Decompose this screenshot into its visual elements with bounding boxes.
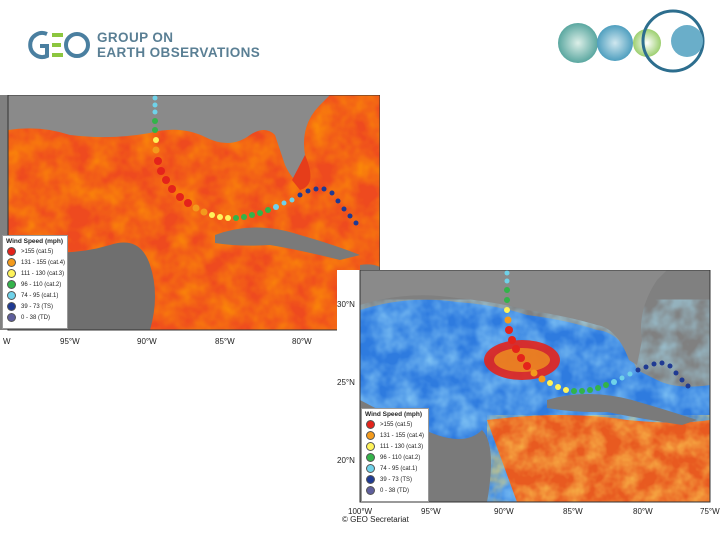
circle-1 <box>558 23 598 63</box>
map2-legend: Wind Speed (mph) >155 (cat.5) 131 - 155 … <box>361 408 429 502</box>
map2-image <box>359 270 711 503</box>
legend-label: >155 (cat.5) <box>380 421 413 428</box>
legend-swatch <box>366 420 375 429</box>
legend-swatch <box>366 442 375 451</box>
map2-x-tick: 80°W <box>633 507 653 516</box>
decorative-circles-graphic <box>558 9 705 73</box>
legend-label: 39 - 73 (TS) <box>380 476 413 483</box>
legend-swatch <box>7 280 16 289</box>
map2-y-tick: 30°N <box>337 300 355 309</box>
legend-swatch <box>7 269 16 278</box>
legend-swatch <box>366 464 375 473</box>
map1-image <box>0 95 380 331</box>
circle-4 <box>671 25 703 57</box>
legend-label: 131 - 155 (cat.4) <box>380 432 425 439</box>
legend-label: 0 - 38 (TD) <box>21 314 51 321</box>
legend-title: Wind Speed (mph) <box>365 411 422 418</box>
hurricane-track-1 <box>152 95 359 226</box>
legend-label: 111 - 130 (cat.3) <box>21 270 65 277</box>
legend-item: 0 - 38 (TD) <box>3 312 67 323</box>
org-name-line2: EARTH OBSERVATIONS <box>97 45 261 60</box>
map1-legend: Wind Speed (mph) >155 (cat.5) 131 - 155 … <box>2 235 68 329</box>
map1-x-tick: 95°W <box>60 337 80 346</box>
hurricane-track-2 <box>504 270 691 394</box>
legend-label: 96 - 110 (cat.2) <box>21 281 62 288</box>
legend-swatch <box>7 247 16 256</box>
legend-item: >155 (cat.5) <box>3 246 67 257</box>
map1-x-tick: 80°W <box>292 337 312 346</box>
legend-item: 39 - 73 (TS) <box>362 474 428 485</box>
legend-label: 74 - 95 (cat.1) <box>21 292 59 299</box>
map2-x-tick: 90°W <box>494 507 514 516</box>
org-name-line1: GROUP ON <box>97 30 174 45</box>
map2-x-tick: 85°W <box>563 507 583 516</box>
map1-x-tick: 90°W <box>137 337 157 346</box>
legend-item: 39 - 73 (TS) <box>3 301 67 312</box>
legend-item: 96 - 110 (cat.2) <box>362 452 428 463</box>
geo-logo: GROUP ON EARTH OBSERVATIONS <box>25 25 260 65</box>
legend-swatch <box>366 453 375 462</box>
map2-x-tick: 95°W <box>421 507 441 516</box>
wind-speed-map-2: 30°N 25°N 20°N 100°W 95°W 90°W 85°W 80°W… <box>337 270 720 528</box>
legend-label: 39 - 73 (TS) <box>21 303 54 310</box>
map1-x-tick: W <box>3 337 11 346</box>
geo-logo-mark <box>28 31 90 59</box>
map2-x-tick: 75°W <box>700 507 720 516</box>
legend-item: >155 (cat.5) <box>362 419 428 430</box>
legend-label: 74 - 95 (cat.1) <box>380 465 418 472</box>
legend-item: 74 - 95 (cat.1) <box>3 290 67 301</box>
legend-item: 131 - 155 (cat.4) <box>3 257 67 268</box>
legend-item: 96 - 110 (cat.2) <box>3 279 67 290</box>
legend-swatch <box>366 486 375 495</box>
legend-item: 74 - 95 (cat.1) <box>362 463 428 474</box>
legend-swatch <box>366 475 375 484</box>
legend-swatch <box>366 431 375 440</box>
legend-swatch <box>7 302 16 311</box>
legend-swatch <box>7 313 16 322</box>
legend-label: 131 - 155 (cat.4) <box>21 259 66 266</box>
legend-swatch <box>7 258 16 267</box>
legend-swatch <box>7 291 16 300</box>
map1-x-tick: 85°W <box>215 337 235 346</box>
legend-item: 0 - 38 (TD) <box>362 485 428 496</box>
wind-speed-map-1: W 95°W 90°W 85°W 80°W Wind Speed (mph) >… <box>0 95 380 355</box>
map2-y-tick: 20°N <box>337 456 355 465</box>
organization-name: GROUP ON EARTH OBSERVATIONS <box>97 30 260 60</box>
legend-title: Wind Speed (mph) <box>6 238 63 245</box>
copyright-credit: © GEO Secretariat <box>342 515 409 524</box>
legend-item: 111 - 130 (cat.3) <box>3 268 67 279</box>
legend-label: 111 - 130 (cat.3) <box>380 443 424 450</box>
circle-3 <box>633 29 661 57</box>
legend-label: 0 - 38 (TD) <box>380 487 410 494</box>
legend-label: >155 (cat.5) <box>21 248 54 255</box>
map2-x-tick: 100°W <box>348 507 373 516</box>
legend-label: 96 - 110 (cat.2) <box>380 454 421 461</box>
legend-item: 131 - 155 (cat.4) <box>362 430 428 441</box>
legend-item: 111 - 130 (cat.3) <box>362 441 428 452</box>
circle-2 <box>597 25 633 61</box>
map2-y-tick: 25°N <box>337 378 355 387</box>
